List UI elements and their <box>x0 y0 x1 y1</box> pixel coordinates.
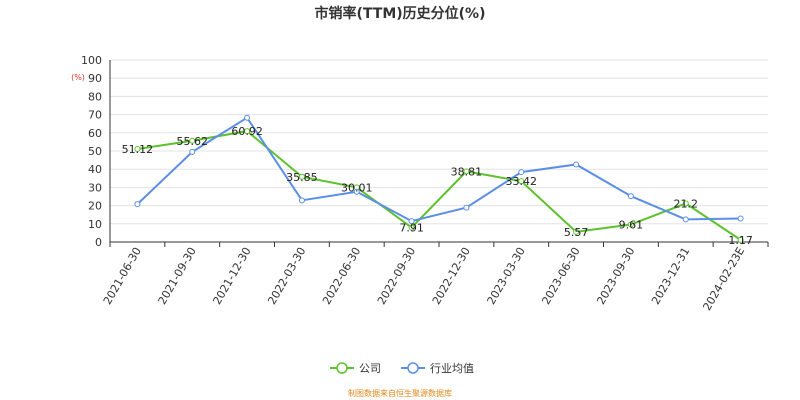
series-line-industry <box>136 116 741 223</box>
data-point <box>189 137 196 144</box>
y-tick-label: 10 <box>88 218 102 231</box>
y-tick-label: 100 <box>81 54 102 67</box>
data-point <box>463 204 470 211</box>
data-labels: 51.12 55.62 60.92 35.85 30.01 7.91 38.81 33.42 5… <box>122 125 753 247</box>
x-tick-label: 2022-03-30 <box>265 245 308 307</box>
legend-label: 公司 <box>359 362 381 375</box>
y-tick-label: 20 <box>88 200 102 213</box>
data-point <box>353 188 360 195</box>
series-line-company <box>137 130 742 241</box>
y-tick-label: 90 <box>88 72 102 85</box>
data-point <box>463 168 470 175</box>
data-label: 9.61 <box>619 219 644 232</box>
legend-marker <box>336 362 348 374</box>
x-axis-ticks: 2021-06-30 2021-09-30 2021-12-30 2022-03-30… <box>101 245 747 313</box>
x-tick-label: 2022-12-30 <box>430 245 473 307</box>
x-tick-label: 2023-09-30 <box>594 245 637 307</box>
y-tick-label: 80 <box>88 90 102 103</box>
data-point <box>408 224 415 231</box>
y-tick-label: 40 <box>88 163 102 176</box>
x-tick-label: 2021-06-30 <box>101 245 144 307</box>
data-point <box>244 114 251 121</box>
data-point <box>134 145 141 152</box>
legend[interactable]: 公司 行业均值 <box>330 362 474 375</box>
data-point <box>573 161 580 168</box>
x-tick-label: 2021-09-30 <box>156 245 199 307</box>
data-label: 51.12 <box>122 143 154 156</box>
x-tick-label: 2023-06-30 <box>539 245 582 307</box>
y-tick-label: 70 <box>88 109 102 122</box>
y-tick-label: 0 <box>95 236 102 249</box>
data-label: 38.81 <box>451 165 483 178</box>
chart-title: 市销率(TTM)历史分位(%) <box>315 5 486 22</box>
legend-label: 行业均值 <box>430 362 474 375</box>
data-point <box>518 169 525 176</box>
x-tick-label: 2023-03-30 <box>485 245 528 307</box>
data-point <box>298 197 305 204</box>
data-point <box>737 236 744 243</box>
x-tick-label: 2022-09-30 <box>375 245 418 307</box>
data-point <box>134 201 141 208</box>
legend-item-company[interactable]: 公司 <box>330 362 381 375</box>
data-label: 33.42 <box>506 175 538 188</box>
data-point <box>189 148 196 155</box>
y-tick-label: 50 <box>88 145 102 158</box>
data-point <box>627 193 634 200</box>
data-label: 55.62 <box>177 135 209 148</box>
data-point <box>408 218 415 225</box>
data-point <box>573 228 580 235</box>
data-label: 30.01 <box>341 181 373 194</box>
data-point <box>682 216 689 223</box>
data-label: 35.85 <box>286 171 318 184</box>
y-tick-label: 30 <box>88 181 102 194</box>
data-label: 7.91 <box>399 222 424 235</box>
data-label: 60.92 <box>231 125 263 138</box>
x-tick-label: 2024-02-23E <box>700 245 747 313</box>
data-label: 21.2 <box>674 197 699 210</box>
data-point <box>298 173 305 180</box>
y-axis-unit: (%) <box>71 73 85 82</box>
data-point <box>244 128 251 135</box>
data-label: 5.57 <box>564 226 589 239</box>
data-point <box>518 178 525 185</box>
legend-marker <box>407 362 419 374</box>
grid-lines <box>110 59 768 225</box>
axes <box>109 60 769 247</box>
series-layer <box>134 114 744 243</box>
data-label: 1.17 <box>728 234 753 247</box>
y-axis-ticks: 0 10 20 30 40 50 60 70 80 90 100 <box>81 54 102 249</box>
data-point <box>627 221 634 228</box>
y-tick-label: 60 <box>88 127 102 140</box>
x-tick-label: 2022-06-30 <box>320 245 363 307</box>
data-point <box>682 200 689 207</box>
data-point <box>737 215 744 222</box>
legend-item-industry[interactable]: 行业均值 <box>401 362 474 375</box>
x-tick-label: 2021-12-30 <box>210 245 253 307</box>
data-source: 制图数据来自恒生聚源数据库 <box>348 388 452 398</box>
x-tick-label: 2023-12-31 <box>649 245 692 307</box>
